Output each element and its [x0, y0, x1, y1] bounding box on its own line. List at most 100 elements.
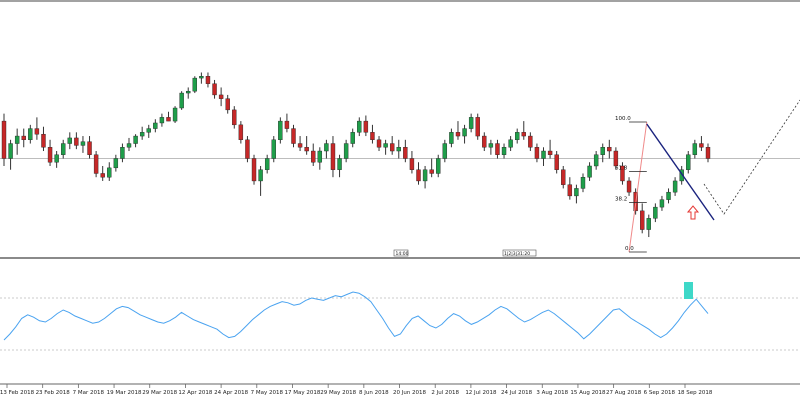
candle: [284, 120, 290, 129]
x-tick-label: 19 Mar 2018: [107, 390, 142, 396]
oscillator-marker-box: [684, 282, 693, 299]
candle: [593, 154, 599, 167]
x-tick-label: 18 Sep 2018: [678, 390, 713, 396]
candle: [488, 143, 494, 148]
x-axis: 13 Feb 2018 23 Feb 2018 7 Mar 2018 19 Mar 2…: [0, 384, 713, 396]
candle: [74, 137, 79, 146]
candle: [192, 77, 198, 92]
candle: [278, 120, 283, 140]
x-tick-label: 29 May 2018: [320, 390, 356, 396]
fib-level-label: 100.0: [615, 116, 631, 122]
candle: [389, 143, 395, 152]
x-tick-label: 6 Sep 2018: [644, 390, 676, 396]
candle: [574, 188, 579, 197]
x-tick-label: 24 Jul 2018: [501, 390, 533, 396]
candle: [442, 143, 448, 159]
candle: [100, 173, 105, 178]
candle: [357, 120, 362, 133]
candle: [383, 143, 388, 148]
candle: [699, 143, 704, 148]
candle: [403, 147, 408, 159]
x-tick-label: 12 Apr 2018: [178, 390, 213, 396]
marker-label: 14:00: [396, 251, 409, 257]
candle: [561, 169, 566, 185]
candle: [396, 147, 401, 152]
candle: [179, 92, 184, 109]
x-tick-label: 29 Mar 2018: [142, 390, 177, 396]
candle: [626, 180, 632, 193]
candle: [324, 143, 329, 152]
candle: [304, 147, 309, 152]
candle: [126, 143, 132, 148]
x-tick-label: 13 Feb 2018: [0, 390, 35, 396]
candle: [482, 135, 487, 148]
candle: [659, 199, 665, 208]
candle: [370, 132, 375, 141]
candle: [47, 147, 53, 163]
candle: [80, 141, 86, 146]
candle: [337, 158, 342, 170]
up-arrow-icon: [686, 205, 700, 220]
projection-path: [703, 99, 800, 215]
candle: [291, 128, 296, 144]
candle: [646, 218, 651, 230]
candle: [587, 165, 592, 178]
candle: [67, 137, 72, 144]
fib-anchor-line: [628, 121, 648, 253]
candle: [93, 154, 99, 174]
candle: [468, 117, 474, 129]
candle: [172, 107, 178, 122]
candle: [422, 169, 428, 182]
candle: [640, 210, 645, 230]
candle: [495, 143, 500, 155]
candle: [462, 128, 467, 137]
x-tick-label: 3 Aug 2018: [536, 390, 568, 396]
candle: [1, 120, 7, 159]
candle: [580, 176, 586, 189]
candle: [449, 132, 454, 144]
candle: [666, 191, 671, 200]
candle: [159, 117, 165, 124]
x-tick-label: 17 May 2018: [285, 390, 321, 396]
candle: [317, 150, 323, 163]
candle: [376, 139, 382, 148]
x-tick-label: 7 Mar 2018: [73, 390, 105, 396]
price-panel: 100.0 61.8 38.2 0.0 14:00 1|2|3|31:20: [0, 72, 800, 257]
candle: [554, 154, 559, 170]
candle: [14, 135, 20, 144]
candle: [271, 139, 276, 159]
candle: [146, 128, 151, 133]
candle: [264, 158, 270, 170]
candle: [607, 147, 612, 152]
candle: [653, 206, 658, 219]
candle: [508, 139, 513, 148]
candle: [153, 122, 158, 129]
candle: [107, 167, 112, 178]
candle: [245, 139, 250, 159]
candle: [186, 90, 191, 94]
candle: [330, 143, 336, 170]
candle: [363, 120, 369, 133]
candle: [28, 128, 33, 141]
candle: [686, 154, 691, 170]
candle: [251, 158, 257, 182]
x-tick-label: 7 May 2018: [251, 390, 284, 396]
candle: [238, 124, 244, 140]
candle: [501, 147, 507, 155]
candle: [225, 98, 230, 111]
candle: [139, 132, 145, 137]
candle: [475, 117, 480, 137]
candle: [534, 147, 540, 159]
x-tick-label: 15 Aug 2018: [570, 390, 606, 396]
downtrend-line: [646, 123, 715, 221]
marker-box: [502, 249, 537, 257]
fib-level-label: 61.8: [615, 166, 628, 172]
candle: [528, 135, 533, 148]
candle: [41, 133, 46, 148]
candle: [613, 150, 619, 167]
x-tick-label: 27 Aug 2018: [606, 390, 642, 396]
x-tick-label: 20 Jun 2018: [393, 390, 427, 396]
x-tick-label: 24 Apr 2018: [214, 390, 249, 396]
candle: [350, 132, 355, 144]
candle: [436, 158, 441, 174]
